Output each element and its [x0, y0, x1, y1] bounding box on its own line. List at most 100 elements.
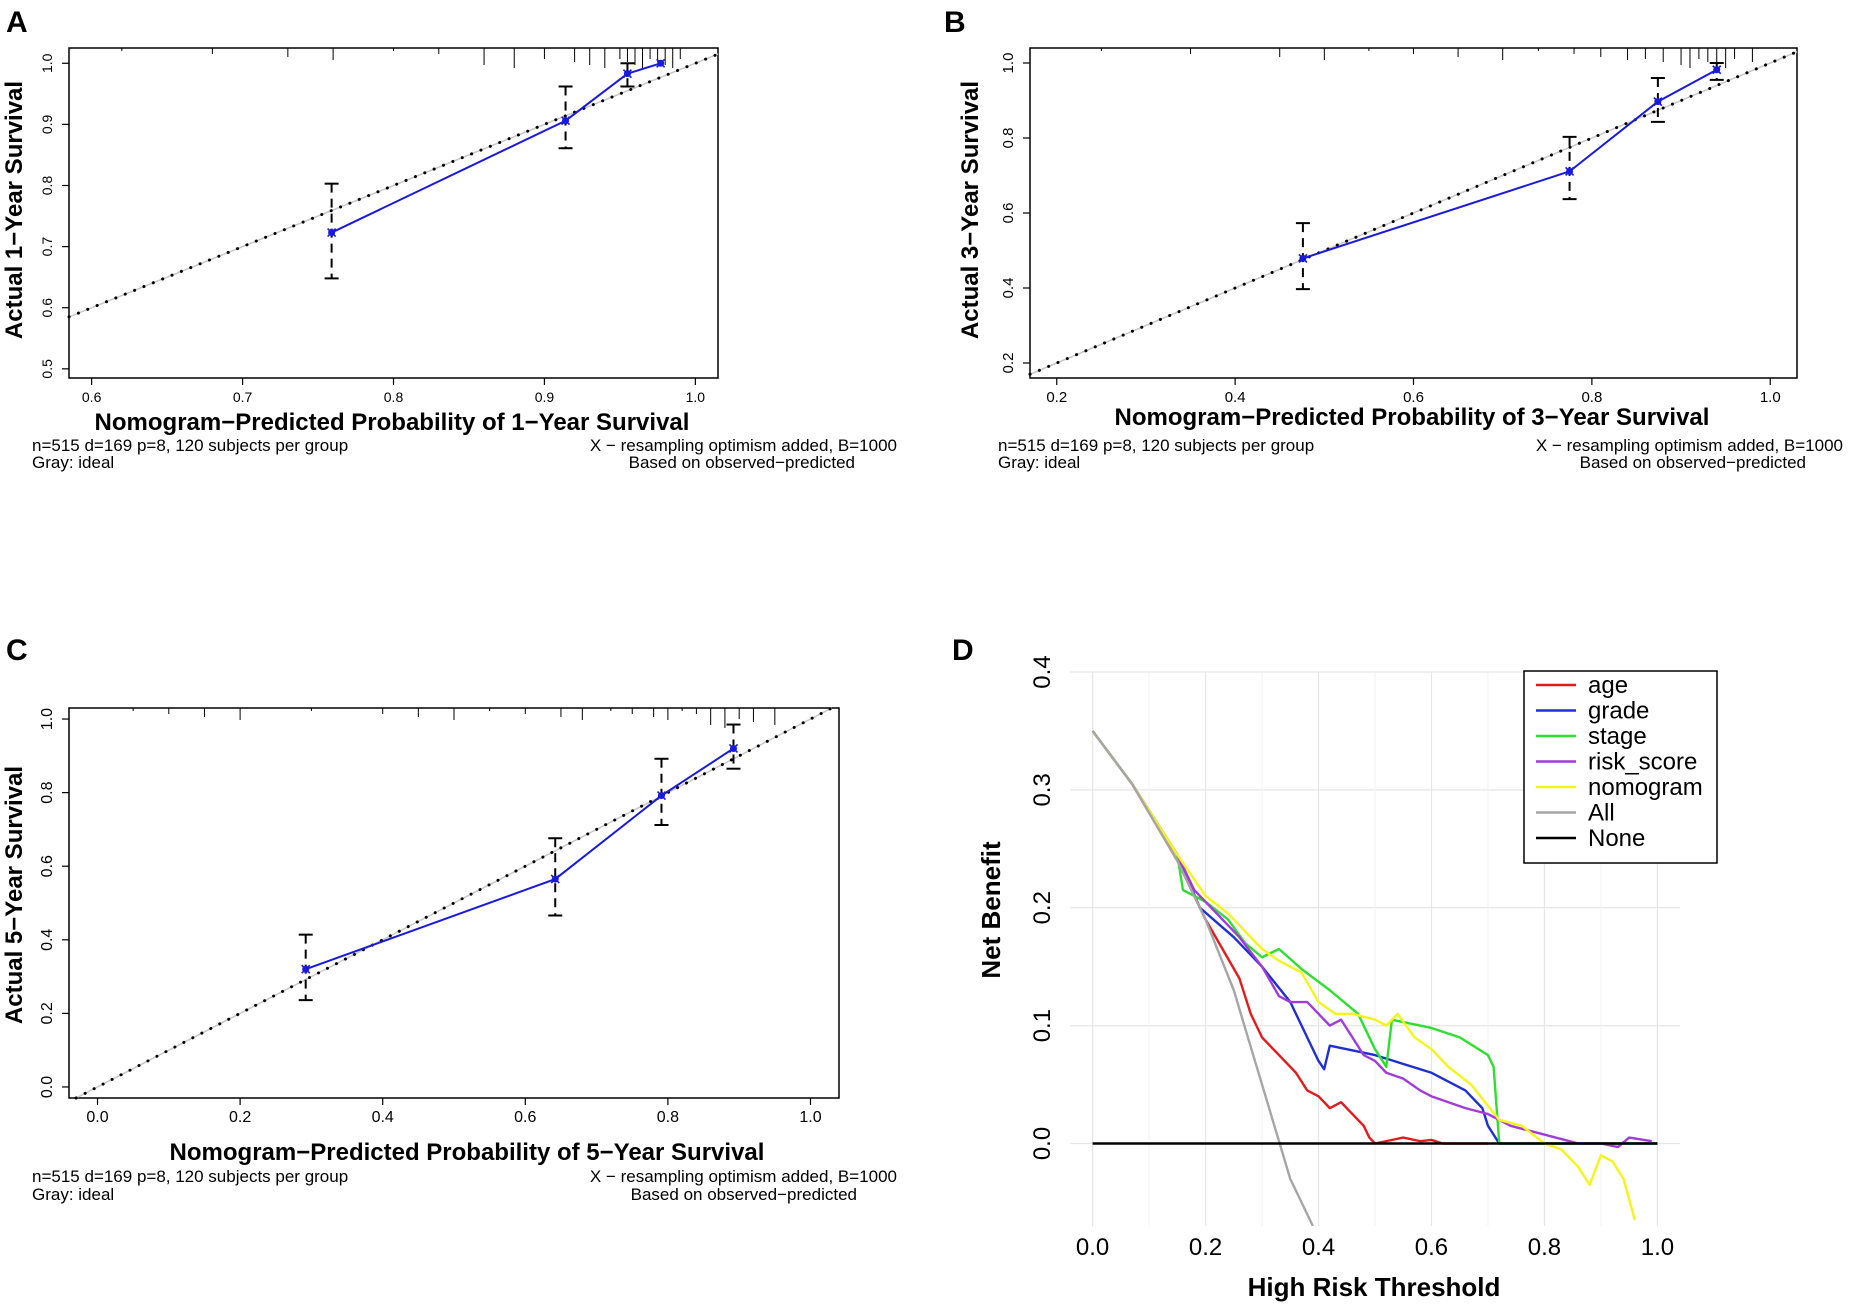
optimism-x-marker [550, 874, 560, 884]
y-tick-label: 0.8 [1000, 128, 1017, 149]
panel-b-calibration-3-year: B 0.2 0.4 0.6 0.8 1.0 0.2 0.4 0.6 0.8 1.0 Nomogr… [944, 6, 1843, 472]
x-tick-label: 0.6 [514, 1109, 536, 1126]
x-tick-label: 0.4 [1302, 1234, 1335, 1261]
x-axis: 0.0 0.2 0.4 0.6 0.8 1.0 [86, 1098, 822, 1126]
y-tick-label: 0.2 [39, 1002, 56, 1024]
calibration-marks [324, 58, 666, 280]
optimism-x-marker [656, 58, 666, 68]
optimism-x-marker [1712, 65, 1722, 75]
x-axis-title: Nomogram−Predicted Probability of 1−Year… [95, 409, 690, 436]
rug-ticks [132, 708, 776, 728]
calibration-curve [331, 62, 661, 234]
ideal-line [67, 52, 720, 319]
y-axis: 0.0 0.2 0.4 0.6 0.8 1.0 [39, 708, 69, 1098]
x-tick-label: 0.8 [1528, 1234, 1561, 1261]
x-tick-label: 0.6 [82, 389, 102, 405]
y-axis: 0.0 0.1 0.2 0.3 0.4 [1029, 655, 1056, 1160]
y-tick-label: 0.4 [39, 929, 56, 951]
panel-letter: A [6, 6, 28, 39]
x-tick-label: 0.8 [384, 389, 404, 405]
ideal-line [1028, 50, 1799, 376]
footnote-gray-ideal: Gray: ideal [998, 453, 1080, 472]
x-tick-label: 0.0 [1076, 1234, 1109, 1261]
x-tick-label: 0.2 [1189, 1234, 1222, 1261]
panel-d-decision-curve: D 0.0 0.2 0.4 0.6 0.8 1.0 0.0 0.1 0.2 0.3 0.4 age… [952, 634, 1718, 1302]
legend-label: grade [1588, 698, 1649, 725]
footnote-resampling: X − resampling optimism added, B=1000 [590, 1167, 897, 1186]
x-tick-label: 0.2 [229, 1109, 251, 1126]
y-tick-label: 0.6 [39, 855, 56, 877]
decision-curves [1091, 730, 1658, 1226]
ideal-line-dotted [74, 706, 834, 1100]
footnote-sample-info: n=515 d=169 p=8, 120 subjects per group [998, 436, 1314, 455]
x-tick-label: 0.6 [1403, 389, 1424, 406]
x-tick-label: 1.0 [1760, 389, 1781, 406]
footnote-resampling: X − resampling optimism added, B=1000 [590, 436, 897, 455]
rug-ticks [1100, 48, 1753, 68]
y-tick-label: 0.6 [1000, 203, 1017, 224]
legend-label: All [1588, 800, 1615, 827]
y-tick-label: 0.1 [1029, 1009, 1056, 1042]
panel-letter: D [952, 634, 974, 667]
y-tick-label: 0.3 [1029, 773, 1056, 806]
x-axis-title: Nomogram−Predicted Probability of 5−Year… [170, 1139, 765, 1166]
optimism-x-marker [1565, 166, 1575, 176]
curve-nomogram [1091, 730, 1636, 1221]
x-tick-label: 1.0 [1641, 1234, 1674, 1261]
curve-stage [1091, 730, 1658, 1145]
y-tick-label: 0.2 [1029, 891, 1056, 924]
ideal-line-gray [68, 53, 719, 318]
optimism-x-marker [327, 227, 337, 238]
y-tick-label: 1.0 [39, 708, 56, 730]
legend-label: age [1588, 672, 1628, 699]
y-tick-label: 0.8 [39, 781, 56, 803]
curve-all [1091, 730, 1314, 1226]
optimism-x-marker [1298, 253, 1308, 263]
panel-c-calibration-5-year: C 0.0 0.2 0.4 0.6 0.8 1.0 0.00.20.40.60.81.0 … [1, 634, 897, 1204]
optimism-x-marker [560, 116, 571, 126]
calibration-marks [298, 723, 741, 1002]
rug-ticks [121, 48, 681, 68]
y-tick-label: 0.8 [39, 176, 55, 196]
x-tick-label: 1.0 [686, 389, 706, 405]
y-axis: 0.2 0.4 0.6 0.8 1.0 [1000, 53, 1030, 374]
y-axis-title: Actual 3−Year Survival [957, 81, 984, 339]
y-tick-label: 1.0 [1000, 53, 1017, 74]
x-tick-label: 0.8 [657, 1109, 679, 1126]
y-tick-label: 0.0 [1029, 1127, 1056, 1160]
x-tick-label: 0.4 [372, 1109, 394, 1126]
x-axis-title: High Risk Threshold [1248, 1272, 1501, 1302]
y-tick-label: 0.2 [1000, 353, 1017, 374]
y-tick-label: 0.9 [39, 114, 55, 134]
curve-risk-score [1091, 730, 1652, 1149]
x-tick-label: 0.9 [535, 389, 555, 405]
panel-a-calibration-1-year: A 0.6 0.7 0.8 0.9 1.0 0.5 0.6 0.7 0.8 0.9 1.0 Nom… [1, 6, 897, 472]
x-axis: 0.6 0.7 0.8 0.9 1.0 [82, 378, 705, 405]
x-tick-label: 0.8 [1581, 389, 1602, 406]
y-tick-label: 0.7 [39, 237, 55, 257]
y-tick-label: 1.0 [39, 53, 55, 73]
legend-label: risk_score [1588, 749, 1697, 776]
footnote-resampling: X − resampling optimism added, B=1000 [1536, 436, 1843, 455]
x-axis-title: Nomogram−Predicted Probability of 3−Year… [1115, 404, 1710, 431]
legend-label: nomogram [1588, 774, 1703, 801]
y-axis: 0.5 0.6 0.7 0.8 0.9 1.0 [39, 53, 69, 379]
footnote-gray-ideal: Gray: ideal [32, 1185, 114, 1204]
footnote-gray-ideal: Gray: ideal [32, 453, 114, 472]
plot-frame [68, 47, 719, 379]
x-tick-label: 0.2 [1046, 389, 1067, 406]
optimism-x-marker [622, 69, 633, 79]
curve-age [1091, 730, 1488, 1145]
panel-letter: C [6, 634, 28, 667]
x-tick-label: 0.0 [86, 1109, 108, 1126]
optimism-x-marker [1653, 97, 1663, 107]
legend-label: stage [1588, 723, 1647, 750]
y-tick-label: 0.4 [1029, 655, 1056, 688]
calibration-marks [1295, 62, 1724, 291]
optimism-x-marker [656, 791, 667, 801]
footnote-observed-predicted: Based on observed−predicted [631, 1185, 857, 1204]
optimism-x-marker [301, 964, 311, 974]
legend-box [1523, 670, 1718, 864]
